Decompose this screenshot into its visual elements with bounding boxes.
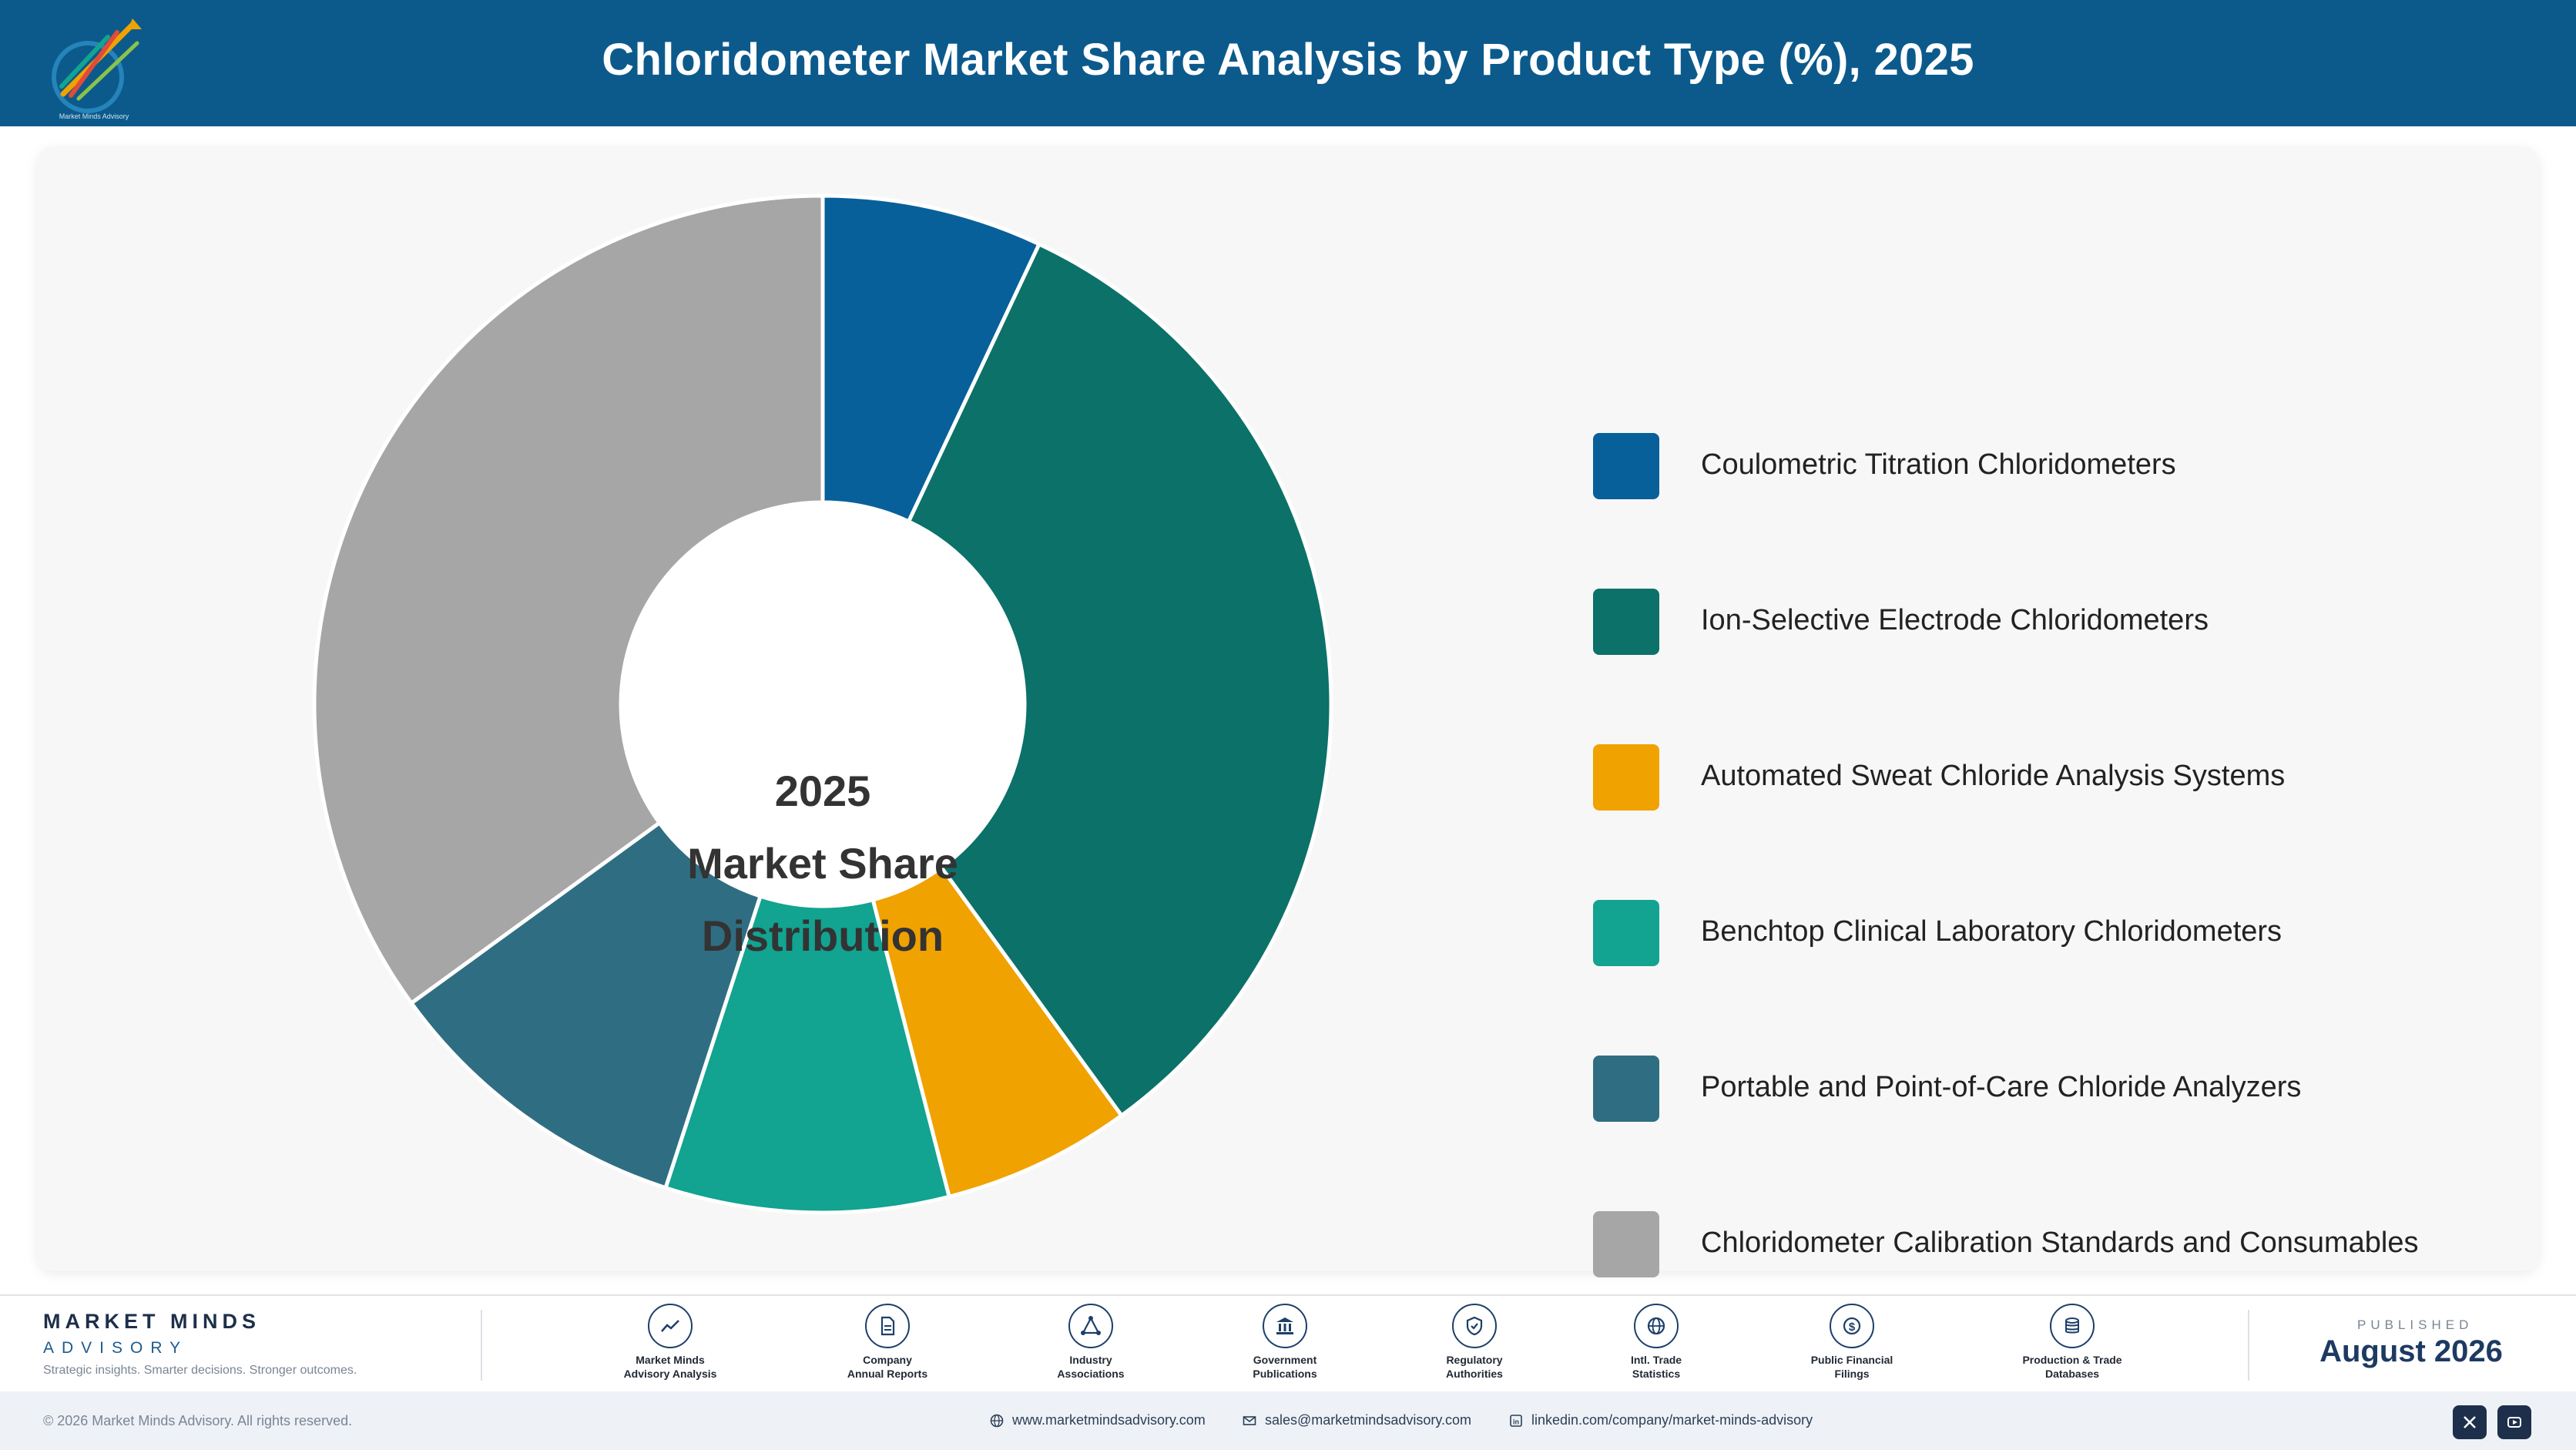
footer-divider xyxy=(481,1310,482,1381)
donut-center-label: 2025 Market Share Distribution xyxy=(669,755,977,972)
mail-icon xyxy=(1243,1415,1256,1425)
legend-swatch xyxy=(1593,1211,1659,1277)
published-label: PUBLISHED xyxy=(2357,1317,2474,1332)
source-production-trade-databases[interactable]: Production & Trade Databases xyxy=(2003,1304,2142,1381)
government-building-icon xyxy=(1263,1304,1307,1348)
source-label: Market Minds Advisory Analysis xyxy=(623,1354,717,1380)
source-regulatory-authorities[interactable]: Regulatory Authorities xyxy=(1405,1304,1544,1381)
legend-label: Automated Sweat Chloride Analysis System… xyxy=(1701,760,2286,792)
legend-item[interactable]: Coulometric Titration Chloridometers xyxy=(1593,433,2517,589)
dollar-coin-icon: $ xyxy=(1830,1304,1874,1348)
source-label: Company Annual Reports xyxy=(847,1354,928,1380)
shield-check-icon xyxy=(1452,1304,1497,1348)
page-title: Chloridometer Market Share Analysis by P… xyxy=(602,35,1974,85)
brand-name: MARKET MINDS xyxy=(43,1310,260,1333)
linkedin-icon: in xyxy=(1510,1414,1522,1427)
source-intl-trade-statistics[interactable]: Intl. Trade Statistics xyxy=(1587,1304,1726,1381)
legend-label: Ion-Selective Electrode Chloridometers xyxy=(1701,604,2209,636)
legend-swatch xyxy=(1593,1056,1659,1122)
company-logo[interactable]: Market Minds Advisory xyxy=(40,9,148,123)
x-icon xyxy=(2464,1416,2476,1428)
source-industry-associations[interactable]: Industry Associations xyxy=(1021,1304,1160,1381)
source-label: Regulatory Authorities xyxy=(1446,1354,1503,1380)
source-label: Government Publications xyxy=(1253,1354,1317,1380)
center-label-line2: Market Share xyxy=(687,839,958,888)
svg-text:$: $ xyxy=(1849,1321,1856,1334)
legend-swatch xyxy=(1593,589,1659,655)
database-icon xyxy=(2050,1304,2095,1348)
globe-icon xyxy=(1634,1304,1679,1348)
chart-legend: Coulometric Titration Chloridometers Ion-… xyxy=(1593,433,2517,1367)
donut-slice-2[interactable] xyxy=(906,241,1333,1119)
chart-card: 2025 Market Share Distribution Coulometr… xyxy=(37,146,2539,1277)
legend-label: Benchtop Clinical Laboratory Chloridomet… xyxy=(1701,915,2283,948)
legend-item[interactable]: Benchtop Clinical Laboratory Chloridomet… xyxy=(1593,900,2517,1056)
linkedin-text: linkedin.com/company/market-minds-adviso… xyxy=(1531,1412,1813,1428)
svg-text:in: in xyxy=(1513,1418,1519,1425)
header-bar: Market Minds Advisory Chloridometer Mark… xyxy=(0,0,2576,126)
donut-slice-1[interactable] xyxy=(820,193,1042,525)
linkedin-link[interactable]: in linkedin.com/company/market-minds-adv… xyxy=(1508,1412,1813,1428)
legend-label: Chloridometer Calibration Standards and … xyxy=(1701,1227,2419,1259)
source-label: Public Financial Filings xyxy=(1810,1354,1893,1380)
legend-item[interactable]: Automated Sweat Chloride Analysis System… xyxy=(1593,744,2517,900)
legend-swatch xyxy=(1593,433,1659,499)
center-label-line3: Distribution xyxy=(701,911,944,960)
source-label: Industry Associations xyxy=(1057,1354,1125,1380)
center-label-year: 2025 xyxy=(774,767,871,815)
globe-icon xyxy=(990,1414,1004,1427)
source-public-financial-filings[interactable]: $ Public Financial Filings xyxy=(1783,1304,1921,1381)
legend-label: Coulometric Titration Chloridometers xyxy=(1701,448,2176,481)
published-date: August 2026 xyxy=(2319,1334,2503,1368)
legend-item[interactable]: Ion-Selective Electrode Chloridometers xyxy=(1593,589,2517,744)
brand-subtitle: ADVISORY xyxy=(43,1339,189,1357)
x-social-button[interactable] xyxy=(2453,1405,2487,1439)
copyright-text: © 2026 Market Minds Advisory. All rights… xyxy=(43,1413,353,1428)
website-text: www.marketmindsadvisory.com xyxy=(1012,1412,1206,1428)
legend-swatch xyxy=(1593,900,1659,966)
legend-swatch xyxy=(1593,744,1659,811)
youtube-icon xyxy=(2507,1417,2521,1428)
donut-slice-5[interactable] xyxy=(408,820,763,1190)
donut-chart xyxy=(312,193,1333,1215)
website-link[interactable]: www.marketmindsadvisory.com xyxy=(989,1412,1206,1428)
donut-hole xyxy=(622,504,1023,905)
brand-tagline: Strategic insights. Smarter decisions. S… xyxy=(43,1364,357,1377)
source-government-publications[interactable]: Government Publications xyxy=(1216,1304,1354,1381)
bottom-bar: © 2026 Market Minds Advisory. All rights… xyxy=(0,1391,2576,1450)
source-label: Intl. Trade Statistics xyxy=(1630,1354,1682,1380)
youtube-social-button[interactable] xyxy=(2497,1405,2531,1439)
footer-divider xyxy=(2248,1310,2249,1381)
email-link[interactable]: sales@marketmindsadvisory.com xyxy=(1242,1412,1471,1428)
source-market-minds-analysis[interactable]: Market Minds Advisory Analysis xyxy=(601,1304,740,1381)
legend-label: Portable and Point-of-Care Chloride Anal… xyxy=(1701,1071,2302,1103)
donut-slice-6[interactable] xyxy=(312,193,825,1006)
legend-item[interactable]: Chloridometer Calibration Standards and … xyxy=(1593,1211,2517,1367)
logo-wordmark: Market Minds Advisory xyxy=(59,112,129,120)
source-company-annual-reports[interactable]: Company Annual Reports xyxy=(818,1304,957,1381)
network-icon xyxy=(1068,1304,1113,1348)
legend-item[interactable]: Portable and Point-of-Care Chloride Anal… xyxy=(1593,1056,2517,1211)
email-text: sales@marketmindsadvisory.com xyxy=(1265,1412,1472,1428)
trend-line-icon xyxy=(648,1304,693,1348)
document-icon xyxy=(865,1304,910,1348)
source-label: Production & Trade Databases xyxy=(2022,1354,2122,1380)
